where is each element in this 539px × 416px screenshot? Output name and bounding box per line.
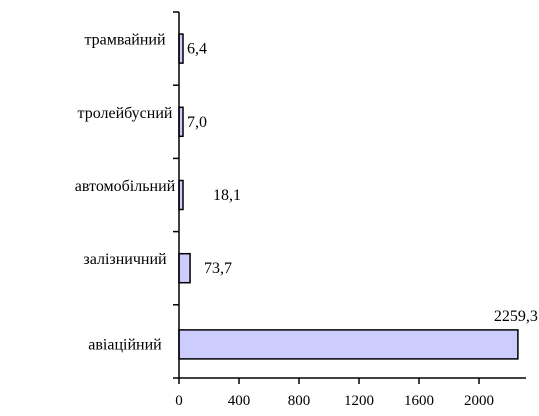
category-labels: трамвайний тролейбусний автомобільний заліз… xyxy=(75,32,176,354)
x-tick-label: 1200 xyxy=(344,393,374,409)
category-label: трамвайний xyxy=(84,32,166,49)
value-label: 6,4 xyxy=(187,41,207,58)
x-tick-label: 0 xyxy=(175,393,183,409)
x-tick-labels: 0 400 800 1200 1600 2000 xyxy=(175,393,494,409)
value-labels: 6,4 7,0 18,1 73,7 2259,3 xyxy=(187,41,538,325)
x-tick-label: 2000 xyxy=(464,393,494,409)
value-label: 18,1 xyxy=(213,187,241,204)
axes xyxy=(178,12,526,379)
category-label: залізничний xyxy=(83,251,167,268)
y-axis-ticks xyxy=(173,11,179,379)
value-label: 2259,3 xyxy=(494,308,538,325)
value-label: 7,0 xyxy=(187,114,207,131)
bar xyxy=(178,252,191,284)
x-tick-label: 800 xyxy=(288,393,311,409)
x-tick-label: 1600 xyxy=(404,393,434,409)
bars xyxy=(178,33,519,360)
value-label: 73,7 xyxy=(204,260,232,277)
category-label: тролейбусний xyxy=(78,105,173,122)
x-axis-ticks xyxy=(178,378,480,384)
bar xyxy=(178,329,519,360)
category-label: автомобільний xyxy=(75,178,176,195)
x-tick-label: 400 xyxy=(228,393,251,409)
category-label: авіаційний xyxy=(88,336,162,353)
